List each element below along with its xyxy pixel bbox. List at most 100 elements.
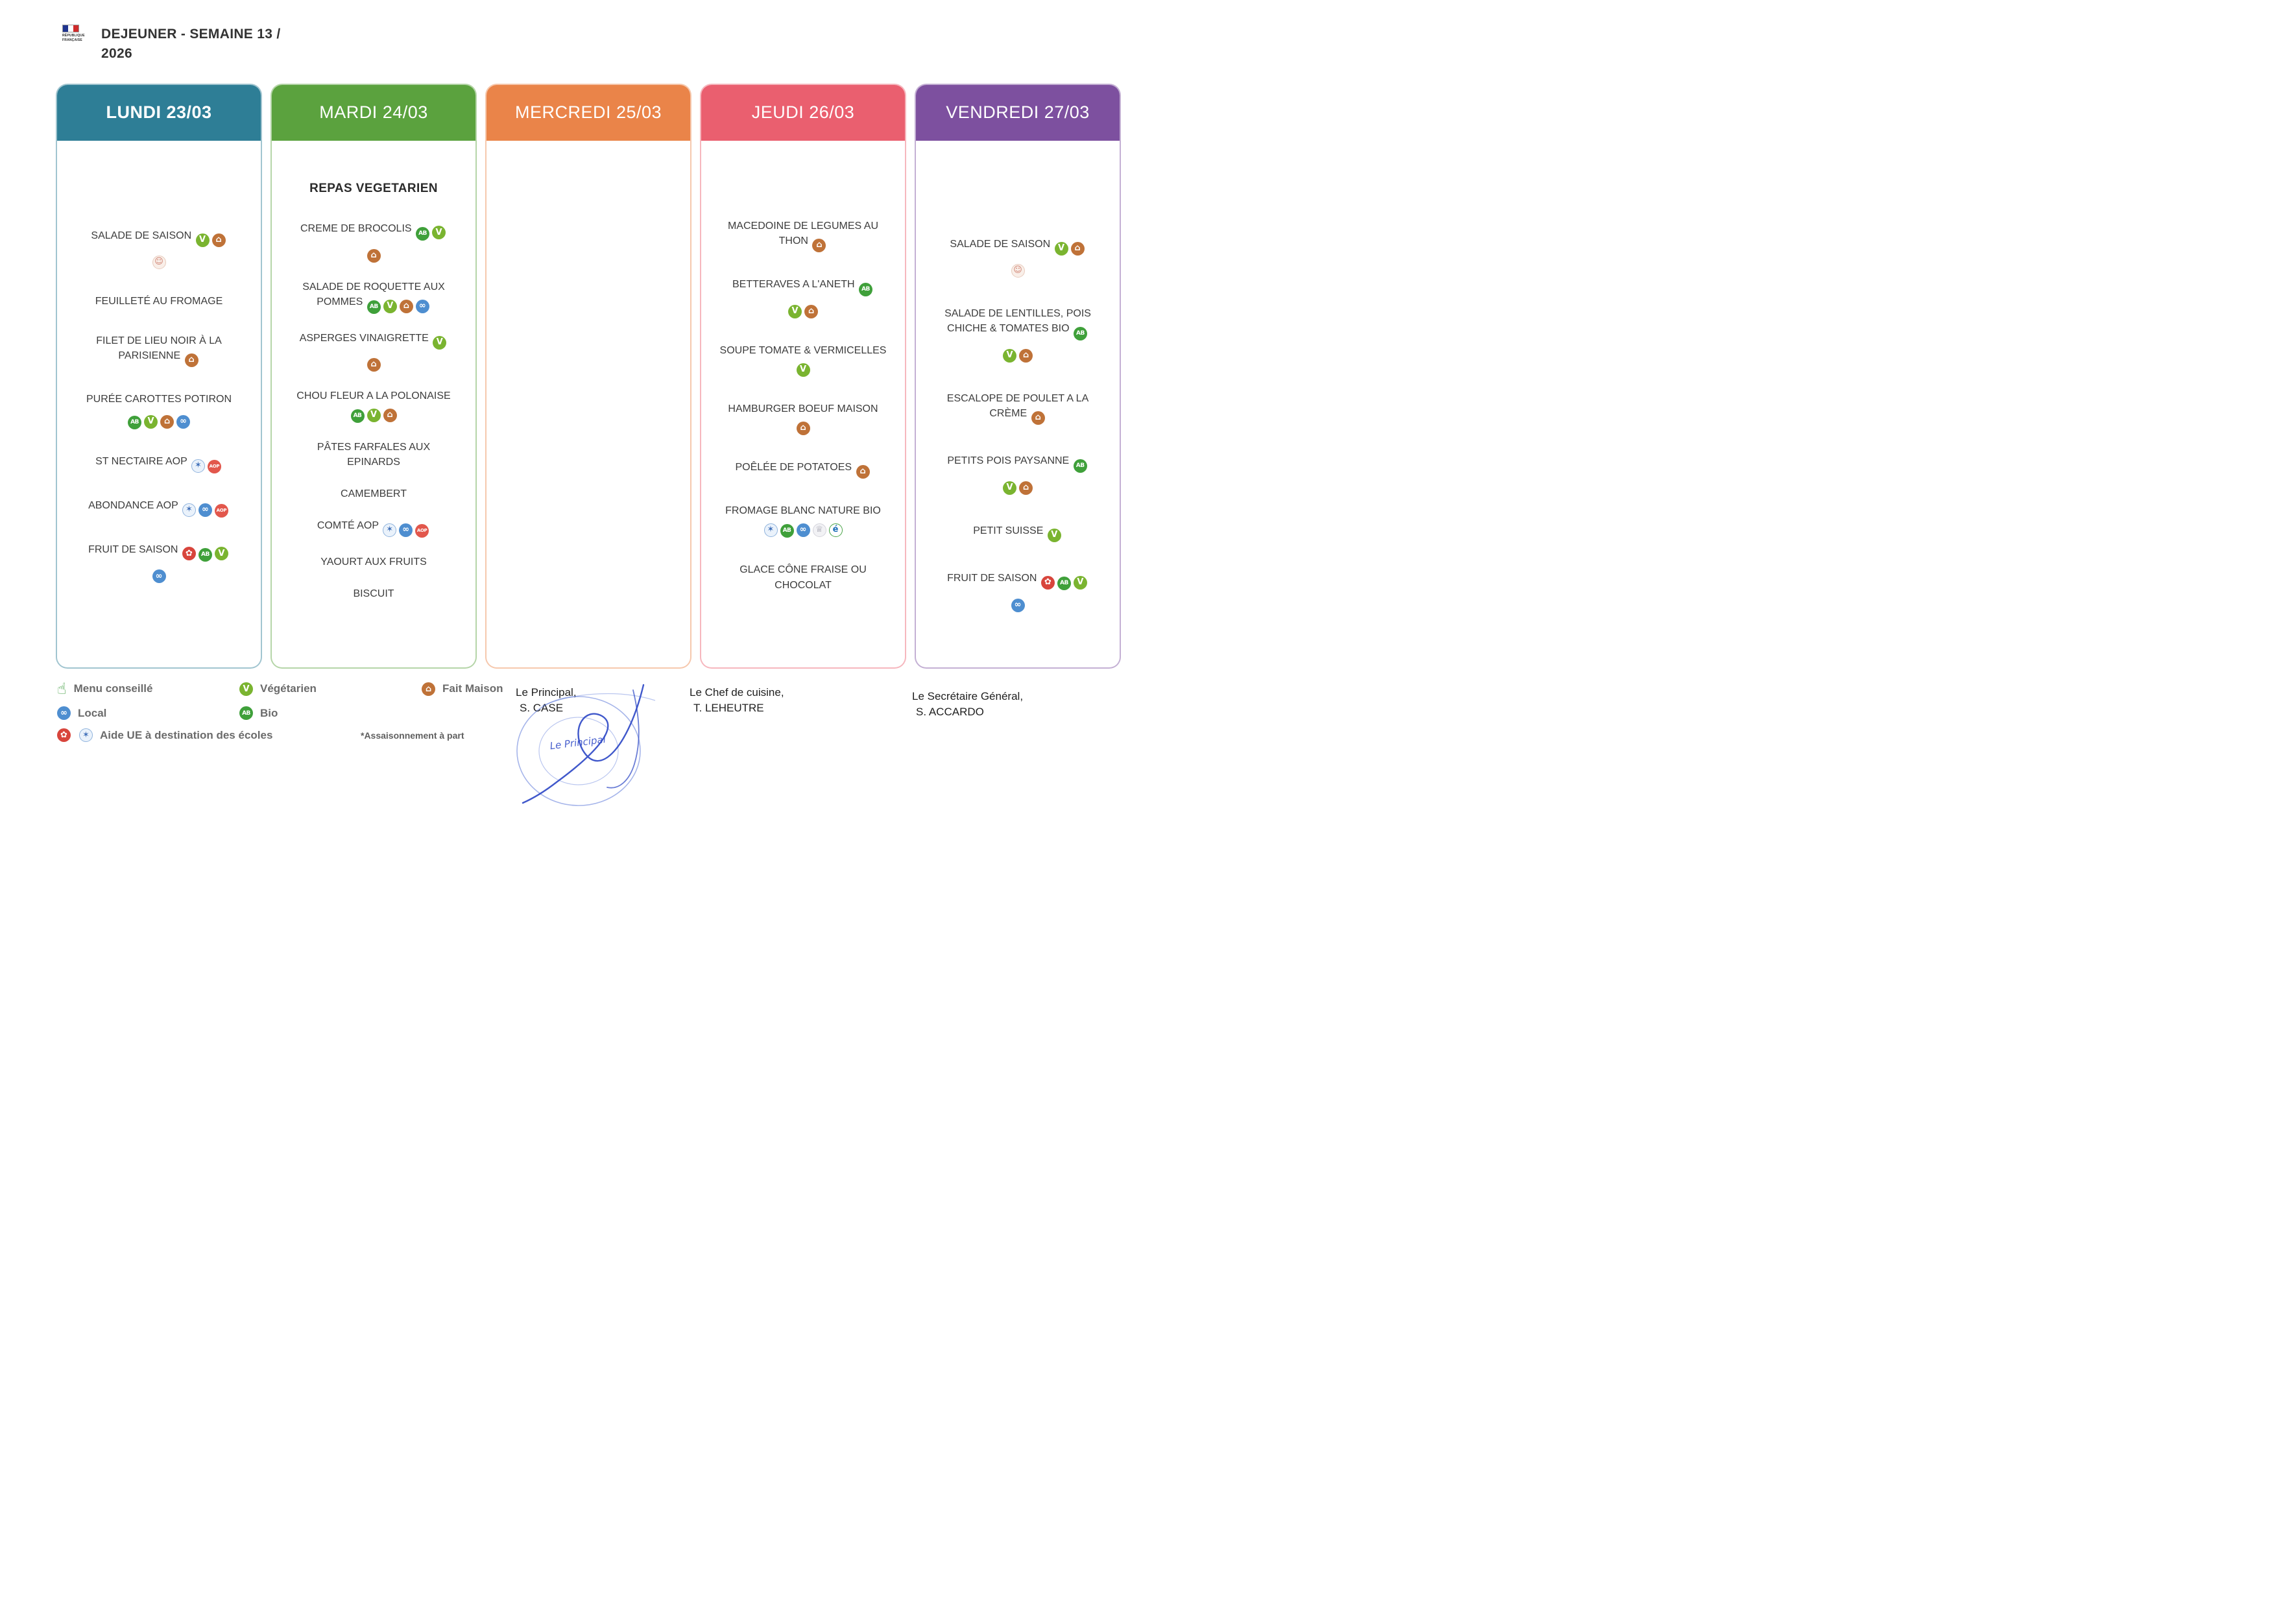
menu-item: ST NECTAIRE AOP ✶ AOP xyxy=(70,454,248,473)
legend-entry: ⌂ Fait Maison xyxy=(420,682,503,696)
menu-item: PÂTES FARFALES AUX EPINARDS xyxy=(285,440,463,470)
fait-maison-icon: ⌂ xyxy=(160,415,174,429)
menu-item-sub-icons: ∞ xyxy=(75,565,243,584)
legend-entry: AB Bio xyxy=(238,706,278,720)
menu-item: SOUPE TOMATE & VERMICELLES V xyxy=(714,343,892,377)
menu-item-sub-icons: V ⌂ xyxy=(719,300,887,319)
fruit-icon: ✿ xyxy=(57,728,71,742)
day-body-lundi: SALADE DE SAISON V ⌂ ☺ FEUILLETÉ AU FROMAGE… xyxy=(57,141,261,584)
page-title: DEJEUNER - SEMAINE 13 / 2026 xyxy=(101,25,280,64)
bio-ab-icon: AB xyxy=(239,706,253,720)
doc-header: RÉPUBLIQUE FRANÇAISE DEJEUNER - SEMAINE … xyxy=(62,25,280,64)
menu-item-label: BISCUIT xyxy=(353,588,394,600)
vegetarian-icon: V xyxy=(796,363,810,377)
day-column-mardi: MARDI 24/03 REPAS VEGETARIEN CREME DE BROC… xyxy=(270,84,477,669)
menu-item: SALADE DE SAISON V ⌂ ☺ xyxy=(929,237,1107,278)
aide-ue-icon: ✶ xyxy=(182,503,196,517)
menu-item-label: SALADE DE SAISON xyxy=(91,230,195,241)
day-body-jeudi: MACEDOINE DE LEGUMES AU THON ⌂ BETTERAVES… xyxy=(701,141,905,593)
aop-label-icon: AOP xyxy=(415,523,429,538)
vegetarian-icon: V xyxy=(1047,528,1061,542)
menu-item: FROMAGE BLANC NATURE BIO ✶ AB ∞ ♕ é xyxy=(714,503,892,538)
vegetarian-icon: V xyxy=(433,335,447,350)
aide-ue-icon: ✶ xyxy=(763,523,778,538)
day-header-mardi: MARDI 24/03 xyxy=(272,85,475,141)
fait-maison-icon: ⌂ xyxy=(1019,348,1033,363)
signature-block: Le Chef de cuisine, T. LEHEUTRE xyxy=(690,685,784,716)
fait-maison-icon: ⌂ xyxy=(804,305,818,319)
vegetarian-icon: V xyxy=(366,408,381,422)
vegetarian-icon: V xyxy=(1003,481,1016,496)
menu-item-sub-icons: ☺ xyxy=(934,259,1101,278)
bio-ab-icon: AB xyxy=(366,300,381,314)
fait-maison-icon: ⌂ xyxy=(422,682,435,696)
day-body-vendredi: SALADE DE SAISON V ⌂ ☺ SALADE DE LENTILLES,… xyxy=(916,141,1120,612)
bio-ab-icon: AB xyxy=(350,409,365,423)
signature-name: S. CASE xyxy=(520,701,564,714)
fait-maison-icon: ⌂ xyxy=(366,357,381,372)
menu-item: CREME DE BROCOLIS AB V ⌂ xyxy=(285,221,463,263)
fait-maison-icon: ⌂ xyxy=(366,248,381,263)
menu-item: COMTÉ AOP ✶ ∞ AOP xyxy=(285,518,463,538)
menu-item-label: YAOURT AUX FRUITS xyxy=(320,556,427,567)
local-handshake-icon: ∞ xyxy=(796,523,810,538)
legend-label: Menu conseillé xyxy=(73,682,153,695)
legend-entry: *Assaisonnement à part xyxy=(361,730,464,741)
menu-item: SALADE DE SAISON V ⌂ ☺ xyxy=(70,228,248,269)
menu-item-label: ESCALOPE DE POULET A LA CRÈME xyxy=(946,392,1089,420)
fait-maison-icon: ⌂ xyxy=(399,299,413,313)
signature-name: S. ACCARDO xyxy=(916,705,984,718)
fait-maison-icon: ⌂ xyxy=(812,239,826,253)
menu-item-label: FRUIT DE SAISON xyxy=(88,543,181,555)
aide-ue-icon: ✶ xyxy=(79,728,93,742)
title-line1: DEJEUNER - SEMAINE 13 / xyxy=(101,27,281,42)
legend-label: Bio xyxy=(260,706,278,719)
republique-francaise-logo: RÉPUBLIQUE FRANÇAISE xyxy=(62,25,85,42)
fait-maison-icon: ⌂ xyxy=(1031,411,1045,425)
legend-label: Aide UE à destination des écoles xyxy=(100,728,273,741)
menu-item-label: BETTERAVES A L'ANETH xyxy=(732,279,858,291)
aide-ue-icon: ✶ xyxy=(383,523,397,538)
menu-item-label: PÂTES FARFALES AUX EPINARDS xyxy=(317,441,431,468)
seasonal-mascot-icon: ☺ xyxy=(152,255,166,269)
menu-item-label: FROMAGE BLANC NATURE BIO xyxy=(725,505,881,517)
signature-name: T. LEHEUTRE xyxy=(693,701,764,714)
legend-label: Local xyxy=(78,706,107,719)
signature-role: Le Principal, xyxy=(516,686,577,699)
vegetarian-icon: V xyxy=(195,233,210,247)
menu-item: FRUIT DE SAISON ✿ AB V ∞ xyxy=(70,542,248,584)
menu-item-sub-icons: ⌂ xyxy=(290,353,457,372)
menu-item-label: POÊLÉE DE POTATOES xyxy=(735,462,855,473)
legend-entry: ☝ Menu conseillé xyxy=(56,680,238,698)
menu-item: SALADE DE LENTILLES, POIS CHICHE & TOMAT… xyxy=(929,306,1107,363)
menu-item-sub-icons: V ⌂ xyxy=(934,476,1101,496)
vegetarian-icon: V xyxy=(144,415,158,429)
menu-item-label: SALADE DE LENTILLES, POIS CHICHE & TOMAT… xyxy=(944,307,1091,335)
aide-ue-icon: ✶ xyxy=(191,459,205,473)
menu-item-label: MACEDOINE DE LEGUMES AU THON xyxy=(727,221,879,247)
menu-item-label: HAMBURGER BOEUF MAISON xyxy=(728,403,878,415)
menu-item: PETIT SUISSE V xyxy=(929,523,1107,542)
signature-block: Le Principal, S. CASE xyxy=(516,685,577,716)
local-handshake-icon: ∞ xyxy=(176,415,190,429)
menu-item: POÊLÉE DE POTATOES ⌂ xyxy=(714,460,892,479)
fait-maison-icon: ⌂ xyxy=(856,465,870,479)
menu-item: PETITS POIS PAYSANNE AB V ⌂ xyxy=(929,453,1107,496)
day-column-vendredi: VENDREDI 27/03 SALADE DE SAISON V ⌂ ☺ SALADE… xyxy=(915,84,1121,669)
day-column-lundi: LUNDI 23/03 SALADE DE SAISON V ⌂ ☺ FEUILLETÉ… xyxy=(56,84,262,669)
menu-item-label: FEUILLETÉ AU FROMAGE xyxy=(95,295,223,307)
menu-item: FEUILLETÉ AU FROMAGE xyxy=(70,294,248,309)
fruit-icon: ✿ xyxy=(182,547,196,561)
quality-label-icon: ♕ xyxy=(812,523,826,538)
menu-item: ABONDANCE AOP ✶ ∞ AOP xyxy=(70,498,248,518)
signature-role: Le Chef de cuisine, xyxy=(690,686,784,699)
day-header-mercredi: MERCREDI 25/03 xyxy=(487,85,690,141)
menu-item-label: COMTÉ AOP xyxy=(317,520,382,532)
logo-text: RÉPUBLIQUE FRANÇAISE xyxy=(62,34,85,42)
bio-ab-icon: AB xyxy=(1057,577,1071,590)
signature-role: Le Secrétaire Général, xyxy=(912,690,1024,702)
menu-item-sub-icons: ∞ xyxy=(934,593,1101,612)
vegetarian-icon: V xyxy=(788,305,802,319)
legend-row: ☝ Menu conseillé V Végétarien ⌂ Fait Maison xyxy=(56,680,523,698)
menu-item: ESCALOPE DE POULET A LA CRÈME ⌂ xyxy=(929,391,1107,425)
